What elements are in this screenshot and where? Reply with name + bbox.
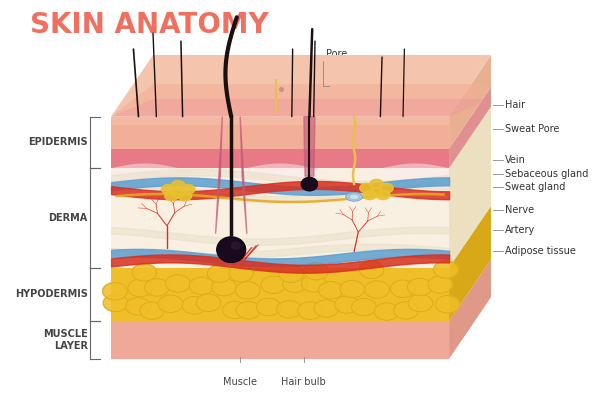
Ellipse shape bbox=[301, 177, 318, 191]
Circle shape bbox=[181, 184, 195, 194]
Circle shape bbox=[434, 261, 458, 278]
Polygon shape bbox=[449, 55, 491, 148]
Circle shape bbox=[370, 179, 383, 189]
Circle shape bbox=[436, 296, 460, 313]
Text: Muscle: Muscle bbox=[223, 377, 257, 387]
Circle shape bbox=[340, 280, 365, 298]
Polygon shape bbox=[111, 164, 449, 180]
Polygon shape bbox=[304, 116, 315, 176]
Polygon shape bbox=[111, 321, 449, 359]
Circle shape bbox=[314, 300, 338, 317]
Circle shape bbox=[208, 265, 232, 282]
Text: Hair bulb: Hair bulb bbox=[281, 377, 326, 387]
Polygon shape bbox=[240, 116, 247, 234]
Polygon shape bbox=[111, 116, 449, 124]
Circle shape bbox=[363, 190, 376, 200]
Circle shape bbox=[212, 278, 236, 296]
Circle shape bbox=[352, 298, 376, 316]
Circle shape bbox=[223, 301, 247, 319]
Text: DERMA: DERMA bbox=[49, 213, 88, 223]
Circle shape bbox=[178, 191, 191, 201]
Circle shape bbox=[158, 295, 183, 312]
Circle shape bbox=[172, 188, 185, 198]
Circle shape bbox=[428, 276, 452, 293]
Circle shape bbox=[407, 278, 432, 296]
Circle shape bbox=[279, 265, 304, 282]
Polygon shape bbox=[111, 84, 491, 116]
Polygon shape bbox=[449, 87, 491, 168]
Circle shape bbox=[374, 303, 399, 320]
Polygon shape bbox=[111, 168, 449, 268]
Polygon shape bbox=[215, 116, 222, 234]
Circle shape bbox=[394, 302, 418, 319]
Text: EPIDERMIS: EPIDERMIS bbox=[28, 138, 88, 148]
Text: Vein: Vein bbox=[505, 155, 526, 165]
Circle shape bbox=[283, 275, 307, 292]
Circle shape bbox=[128, 279, 152, 297]
Ellipse shape bbox=[346, 192, 362, 201]
Circle shape bbox=[161, 184, 175, 194]
Circle shape bbox=[335, 296, 359, 313]
Polygon shape bbox=[111, 268, 449, 321]
Text: Sebaceous gland: Sebaceous gland bbox=[505, 168, 589, 178]
Text: Nerve: Nerve bbox=[505, 205, 534, 215]
Circle shape bbox=[196, 294, 221, 312]
Circle shape bbox=[391, 280, 415, 298]
Circle shape bbox=[126, 298, 150, 315]
Polygon shape bbox=[449, 260, 491, 359]
Polygon shape bbox=[449, 206, 491, 321]
Circle shape bbox=[236, 282, 260, 299]
Text: Hair: Hair bbox=[505, 100, 525, 110]
Circle shape bbox=[132, 264, 157, 281]
Circle shape bbox=[229, 264, 253, 282]
Circle shape bbox=[236, 302, 261, 319]
Circle shape bbox=[256, 298, 281, 316]
Polygon shape bbox=[449, 107, 491, 268]
Circle shape bbox=[103, 282, 127, 300]
Ellipse shape bbox=[217, 237, 246, 262]
Text: Adipose tissue: Adipose tissue bbox=[505, 246, 576, 256]
Circle shape bbox=[304, 262, 328, 280]
Text: Sweat gland: Sweat gland bbox=[505, 182, 565, 192]
Polygon shape bbox=[111, 99, 491, 116]
Circle shape bbox=[359, 183, 373, 193]
Circle shape bbox=[365, 281, 389, 298]
Circle shape bbox=[380, 183, 393, 193]
Circle shape bbox=[140, 302, 164, 319]
Ellipse shape bbox=[230, 241, 241, 250]
Circle shape bbox=[301, 275, 326, 292]
Polygon shape bbox=[111, 148, 449, 168]
Circle shape bbox=[319, 282, 343, 299]
Text: Sweat Pore: Sweat Pore bbox=[505, 124, 559, 134]
Circle shape bbox=[172, 180, 185, 190]
Ellipse shape bbox=[349, 194, 359, 200]
Text: Artery: Artery bbox=[505, 225, 535, 235]
Circle shape bbox=[261, 276, 286, 294]
Circle shape bbox=[298, 302, 322, 320]
Circle shape bbox=[103, 294, 128, 312]
Text: MUSCLE
LAYER: MUSCLE LAYER bbox=[43, 329, 88, 351]
Circle shape bbox=[182, 296, 207, 314]
Polygon shape bbox=[111, 116, 449, 148]
Polygon shape bbox=[111, 55, 491, 116]
Text: HYPODERMIS: HYPODERMIS bbox=[15, 289, 88, 299]
Text: Pore: Pore bbox=[326, 49, 347, 59]
Circle shape bbox=[359, 261, 384, 278]
Circle shape bbox=[190, 277, 214, 294]
Circle shape bbox=[376, 190, 390, 200]
Circle shape bbox=[370, 187, 383, 197]
Circle shape bbox=[165, 191, 178, 201]
Circle shape bbox=[277, 300, 301, 318]
Circle shape bbox=[166, 275, 190, 292]
Circle shape bbox=[145, 279, 169, 296]
Circle shape bbox=[408, 294, 433, 312]
Text: SKIN ANATOMY: SKIN ANATOMY bbox=[30, 11, 269, 39]
